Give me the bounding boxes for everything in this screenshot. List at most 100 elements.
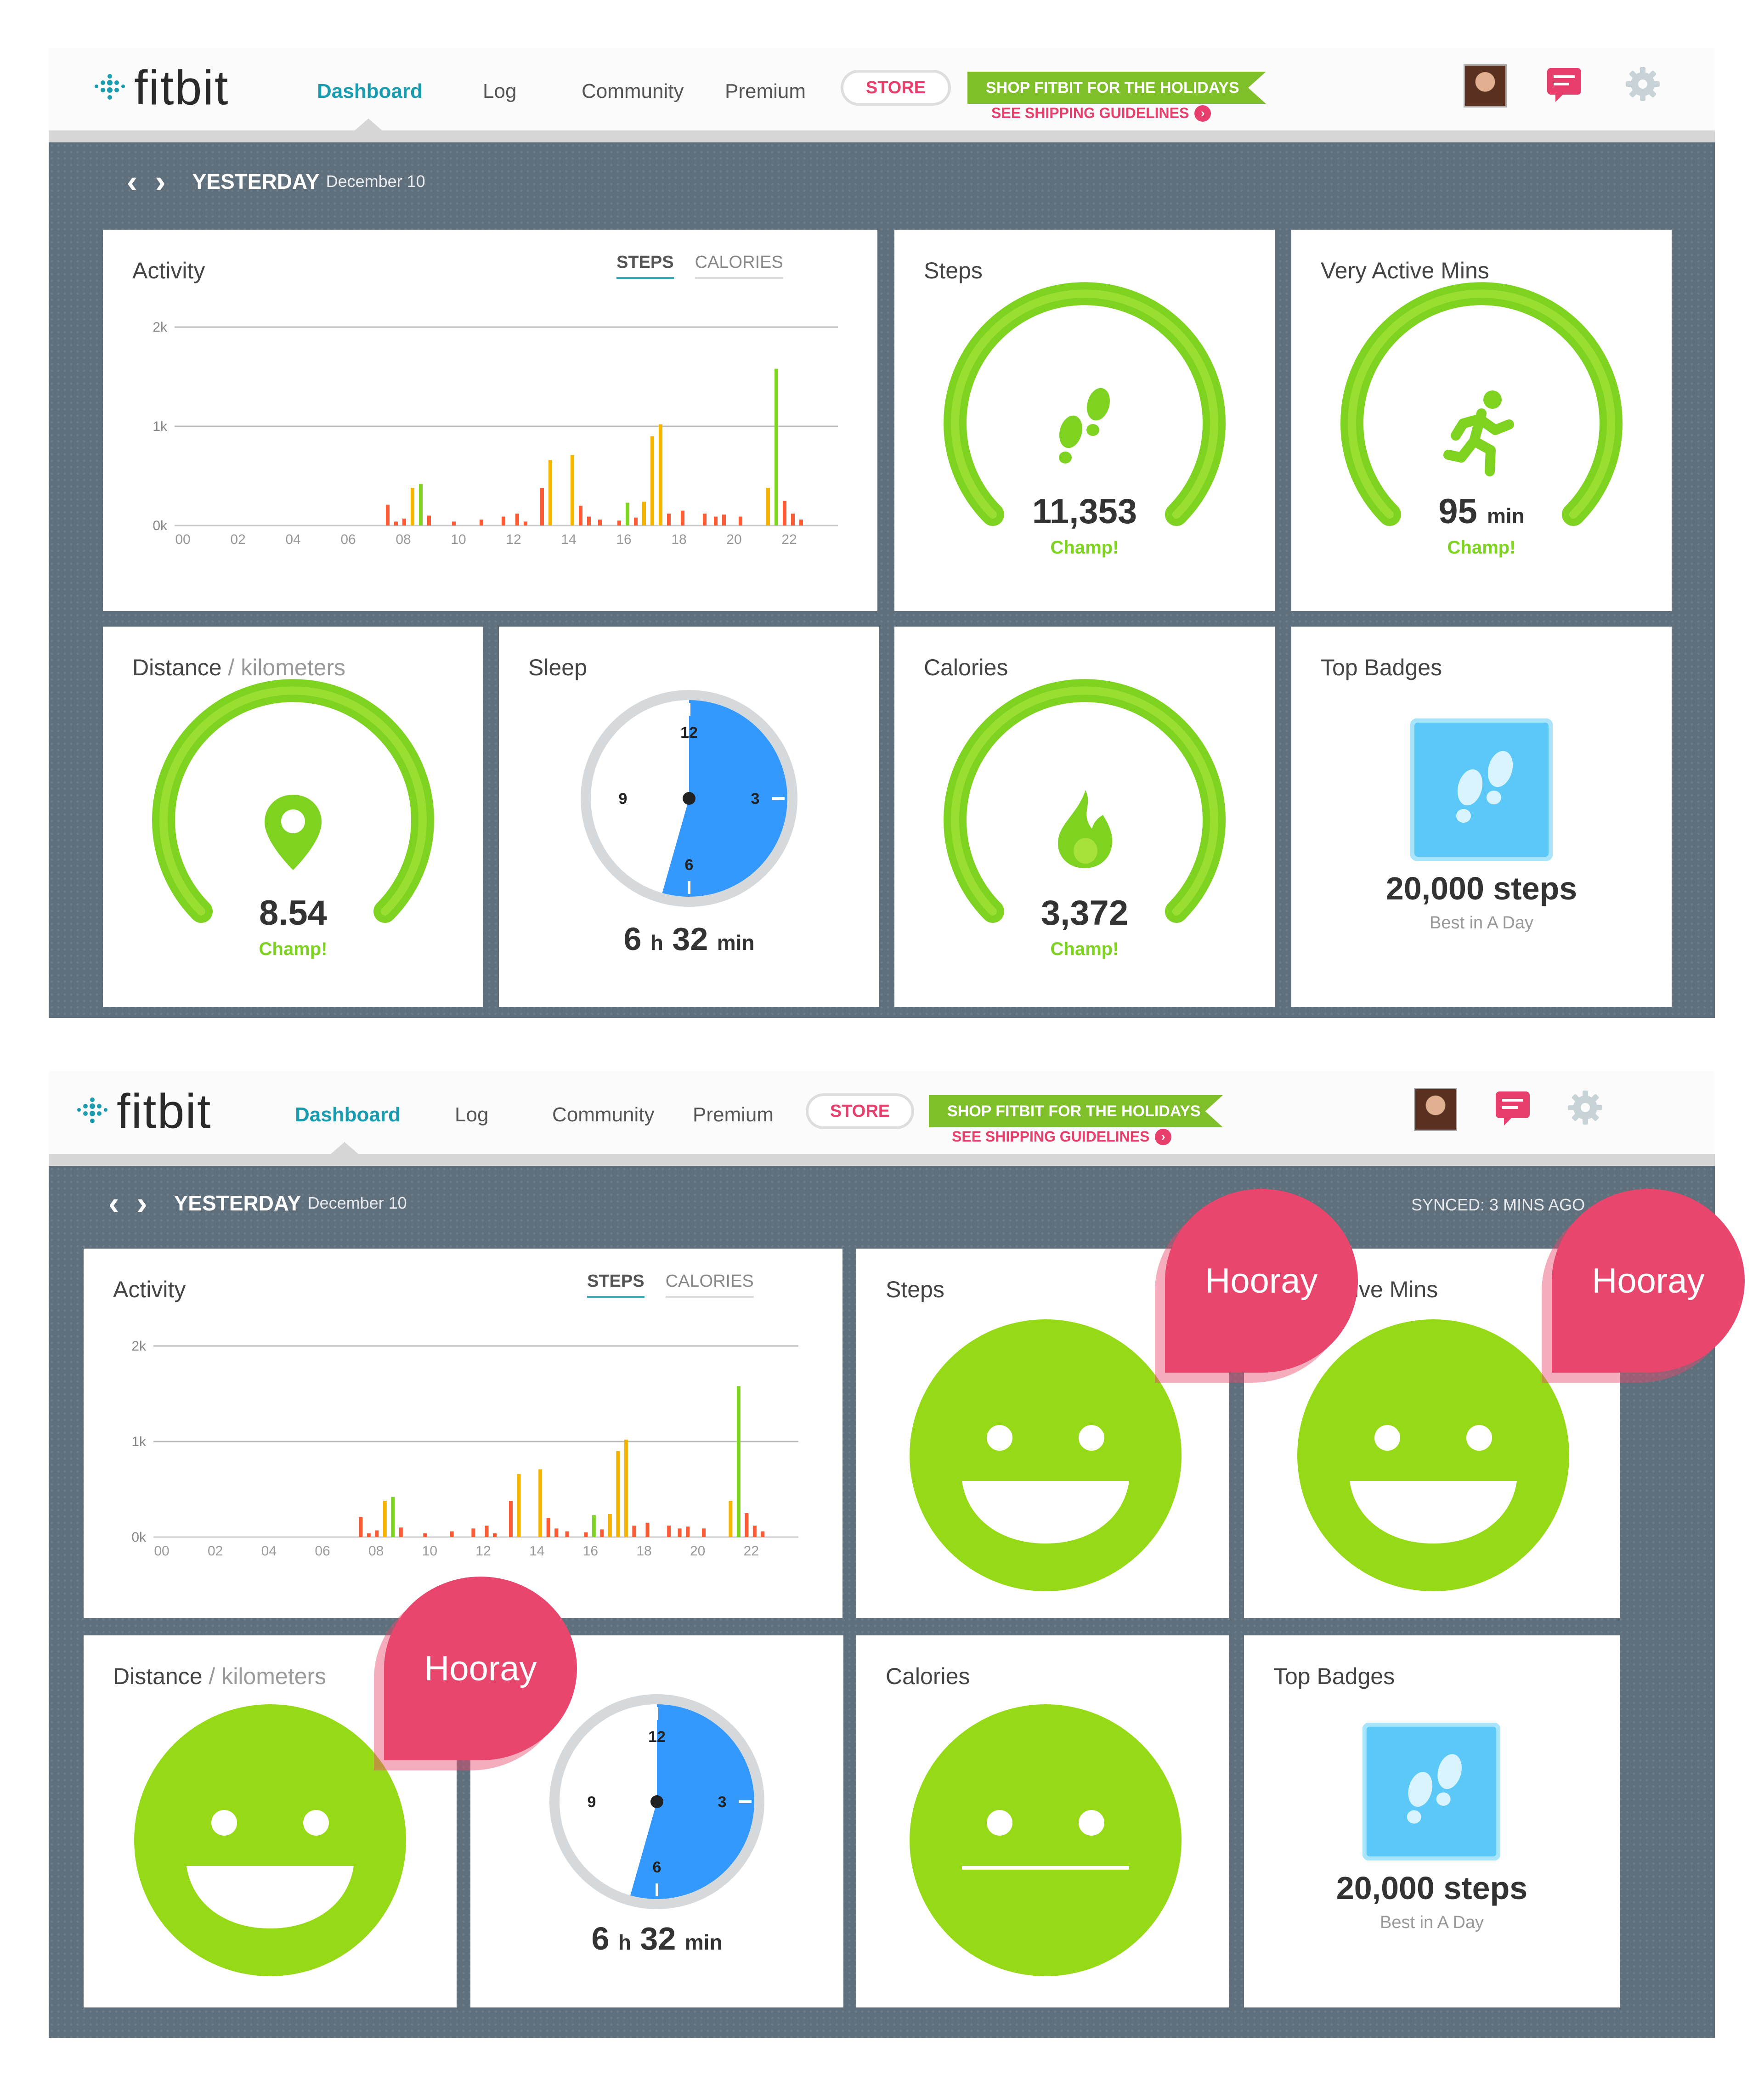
distance-title-text: Distance — [113, 1663, 203, 1689]
activity-bar — [642, 502, 646, 526]
date-value: December 10 — [307, 1193, 407, 1212]
prev-day-button[interactable]: ‹ — [108, 1185, 119, 1221]
next-day-button[interactable]: › — [155, 164, 166, 199]
nav-log[interactable]: Log — [455, 1103, 489, 1126]
shipping-guidelines-link[interactable]: SEE SHIPPING GUIDELINES › — [991, 105, 1211, 122]
calories-tile[interactable]: Calories 3,372 Champ! — [894, 627, 1275, 1007]
activity-bar — [739, 516, 742, 526]
calories-title: Calories — [924, 655, 1008, 680]
date-navigator: ‹ › YESTERDAY December 10 — [108, 1182, 407, 1224]
nav-log[interactable]: Log — [483, 80, 517, 102]
x-tick-label: 04 — [261, 1544, 277, 1559]
activity-bar — [600, 1529, 604, 1537]
nav-premium[interactable]: Premium — [725, 80, 806, 102]
footprints-icon — [1059, 388, 1110, 464]
holiday-promo-banner[interactable]: SHOP FITBIT FOR THE HOLIDAYS — [967, 72, 1266, 104]
calories-gauge — [944, 679, 1226, 923]
badges-tile[interactable]: Top Badges 20,000 steps Best in A Day — [1244, 1635, 1620, 2007]
nav-dashboard[interactable]: Dashboard — [317, 80, 423, 102]
activity-chart: 0k 1k 2k 00 02 04 06 08 10 12 14 16 18 20 22 — [153, 320, 838, 547]
gear-icon[interactable] — [1622, 63, 1663, 105]
x-tick-label: 14 — [561, 532, 576, 547]
y-tick-label: 2k — [153, 320, 168, 335]
holiday-promo-banner[interactable]: SHOP FITBIT FOR THE HOLIDAYS — [929, 1095, 1223, 1127]
nav-community[interactable]: Community — [582, 80, 684, 102]
sleep-mins: 32 — [672, 921, 708, 957]
activity-bar — [714, 516, 718, 526]
sleep-arc — [630, 1704, 754, 1899]
activity-bar — [480, 520, 483, 526]
sleep-tile[interactable]: Sleep 12 3 6 9 6 h 32 min — [499, 627, 879, 1007]
fitbit-logo[interactable]: fitbit — [76, 1081, 211, 1141]
activity-title: Activity — [113, 1277, 186, 1302]
store-button[interactable]: STORE — [806, 1093, 914, 1129]
clock-number: 3 — [718, 1793, 727, 1811]
fitbit-dots-icon — [95, 74, 125, 100]
x-tick-label: 16 — [583, 1544, 598, 1559]
x-tick-label: 12 — [475, 1544, 491, 1559]
activity-bar — [502, 516, 505, 526]
nav-premium[interactable]: Premium — [693, 1103, 774, 1126]
arrow-right-icon: › — [1194, 105, 1211, 122]
next-day-button[interactable]: › — [136, 1185, 147, 1221]
activity-tile[interactable]: Activity STEPS CALORIES 0k 1k 2k 00 02 04 06 08… — [103, 230, 877, 611]
avatar[interactable] — [1464, 64, 1507, 107]
x-tick-label: 00 — [154, 1544, 169, 1559]
activity-bar — [383, 1500, 387, 1537]
active-mins-tile[interactable]: Very Active Mins 95 min Champ! — [1291, 230, 1672, 611]
activity-bar — [598, 520, 602, 526]
prev-day-button[interactable]: ‹ — [127, 164, 138, 199]
steps-champ: Champ! — [1050, 537, 1119, 558]
activity-bar — [799, 520, 803, 526]
clock-number: 12 — [680, 724, 698, 741]
badges-tile[interactable]: Top Badges 20,000 steps Best in A Day — [1291, 627, 1672, 1007]
nav-community[interactable]: Community — [552, 1103, 655, 1126]
happy-face-icon — [134, 1704, 406, 1976]
steps-tile[interactable]: Steps 11,353 Champ! — [894, 230, 1275, 611]
x-tick-label: 12 — [506, 532, 521, 547]
messages-icon[interactable] — [1547, 68, 1581, 102]
store-button[interactable]: STORE — [841, 70, 951, 106]
sleep-hours: 6 — [591, 1921, 610, 1956]
activity-tile[interactable]: Activity STEPS CALORIES 0k 1k 2k 00 02 04 06 08… — [84, 1249, 842, 1618]
tab-calories[interactable]: CALORIES — [665, 1272, 754, 1298]
badge-subtitle: Best in A Day — [1380, 1913, 1484, 1932]
distance-tile[interactable]: Distance / kilometers — [84, 1635, 457, 2007]
activity-bar — [509, 1500, 513, 1537]
arrow-right-icon: › — [1155, 1128, 1172, 1145]
activity-bar — [766, 487, 770, 526]
nav-active-caret — [355, 119, 382, 130]
sleep-hours: 6 — [623, 921, 642, 957]
logo-text: fitbit — [117, 1084, 212, 1138]
activity-bar — [471, 1528, 475, 1537]
gear-icon[interactable] — [1565, 1087, 1606, 1128]
distance-title: Distance / kilometers — [113, 1663, 326, 1690]
calories-tile[interactable]: Calories — [856, 1635, 1229, 2007]
nav-dashboard[interactable]: Dashboard — [295, 1103, 401, 1126]
x-tick-label: 06 — [315, 1544, 330, 1559]
logo-text: fitbit — [134, 60, 229, 115]
tab-calories[interactable]: CALORIES — [695, 253, 783, 279]
x-tick-label: 20 — [690, 1544, 705, 1559]
x-tick-label: 04 — [285, 532, 300, 547]
active-mins-number: 95 — [1438, 492, 1477, 531]
activity-bar — [650, 436, 654, 526]
calories-champ: Champ! — [1050, 939, 1119, 959]
nav-active-caret — [331, 1142, 358, 1154]
activity-bar — [450, 1531, 454, 1537]
fitbit-logo[interactable]: fitbit — [94, 58, 229, 118]
activity-bar — [632, 1526, 636, 1537]
dashboard-area: ‹ › YESTERDAY December 10 SYNCED: 3 MINS… — [49, 1166, 1745, 2038]
tab-steps[interactable]: STEPS — [587, 1272, 645, 1298]
distance-tile[interactable]: Distance / kilometers 8.54 Champ! — [103, 627, 483, 1007]
messages-icon[interactable] — [1496, 1091, 1530, 1125]
clock-number: 12 — [648, 1728, 666, 1746]
happy-face-icon — [1297, 1319, 1569, 1591]
tab-steps[interactable]: STEPS — [616, 253, 674, 279]
activity-bar — [791, 514, 795, 526]
avatar[interactable] — [1414, 1088, 1457, 1131]
shipping-guidelines-link[interactable]: SEE SHIPPING GUIDELINES › — [952, 1128, 1172, 1145]
activity-bar — [579, 505, 582, 526]
steps-tile[interactable]: Steps — [856, 1249, 1229, 1618]
x-tick-label: 02 — [208, 1544, 223, 1559]
